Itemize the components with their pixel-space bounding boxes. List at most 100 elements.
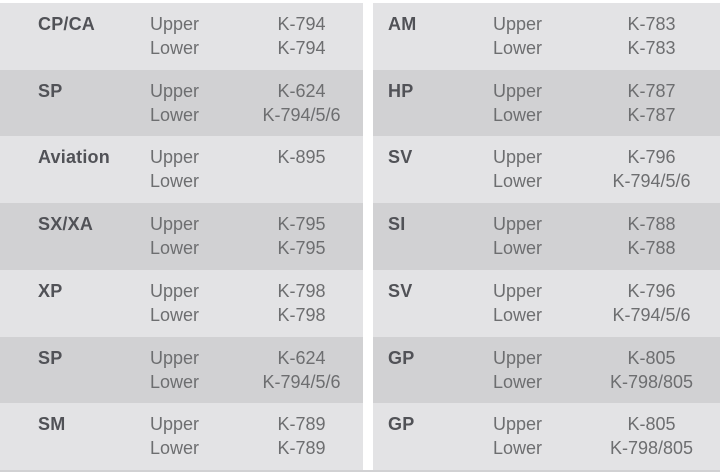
position-labels: Upper Lower (150, 12, 240, 60)
table-row: SP Upper Lower K-624 K-794/5/6 (0, 69, 363, 137)
code-values: K-624 K-794/5/6 (240, 346, 363, 394)
model-label: GP (388, 347, 415, 368)
position-labels: Upper Lower (150, 79, 240, 127)
position-labels: Upper Lower (493, 12, 583, 60)
upper-label: Upper (493, 347, 543, 368)
position-labels: Upper Lower (150, 145, 240, 193)
lower-label: Lower (150, 304, 200, 325)
lower-label: Lower (150, 238, 200, 259)
upper-label: Upper (493, 280, 543, 301)
position-labels: Upper Lower (493, 412, 583, 460)
table-row: SV Upper Lower K-796 K-794/5/6 (373, 269, 720, 337)
lower-code: K-798/805 (609, 371, 694, 392)
lower-code: K-794/5/6 (612, 171, 691, 192)
position-labels: Upper Lower (493, 279, 583, 327)
upper-label: Upper (493, 80, 543, 101)
table-row: XP Upper Lower K-798 K-798 (0, 269, 363, 337)
model-label: SM (38, 414, 66, 435)
code-values: K-798 K-798 (240, 279, 363, 327)
upper-label: Upper (150, 214, 200, 235)
table-row: SM Upper Lower K-789 K-789 (0, 403, 363, 471)
next-row-edge (0, 470, 720, 472)
model-label: SI (388, 214, 406, 235)
lower-label: Lower (150, 438, 200, 459)
lower-label: Lower (493, 38, 543, 58)
lower-code: K-789 (277, 438, 326, 459)
upper-label: Upper (493, 14, 543, 34)
upper-label: Upper (493, 147, 543, 168)
code-values: K-783 K-783 (583, 12, 720, 60)
position-labels: Upper Lower (493, 212, 583, 260)
model-label: SX/XA (38, 214, 94, 235)
upper-label: Upper (150, 80, 200, 101)
position-labels: Upper Lower (493, 79, 583, 127)
table-blocks: CP/CA Upper Lower K-794 K-794 SP Upper L… (0, 3, 720, 471)
lower-label: Lower (150, 38, 200, 58)
upper-code: K-794 (277, 14, 326, 34)
lower-label: Lower (493, 304, 543, 325)
lower-label: Lower (493, 104, 543, 125)
position-labels: Upper Lower (150, 279, 240, 327)
position-labels: Upper Lower (150, 346, 240, 394)
model-label: AM (388, 14, 417, 34)
table-row: SP Upper Lower K-624 K-794/5/6 (0, 336, 363, 404)
model-label: SV (388, 280, 413, 301)
lower-label: Lower (493, 171, 543, 192)
upper-code: K-805 (627, 347, 676, 368)
table-row: Aviation Upper Lower K-895 (0, 136, 363, 204)
table-row: GP Upper Lower K-805 K-798/805 (373, 336, 720, 404)
code-values: K-895 (240, 145, 363, 193)
model-label: CP/CA (38, 14, 96, 34)
lower-code: K-798 (277, 304, 326, 325)
upper-code: K-805 (627, 414, 676, 435)
position-labels: Upper Lower (493, 145, 583, 193)
lower-code: K-794/5/6 (262, 104, 341, 125)
code-values: K-805 K-798/805 (583, 346, 720, 394)
upper-label: Upper (150, 14, 200, 34)
upper-code: K-624 (277, 347, 326, 368)
code-values: K-796 K-794/5/6 (583, 145, 720, 193)
upper-label: Upper (493, 214, 543, 235)
code-values: K-796 K-794/5/6 (583, 279, 720, 327)
upper-code: K-796 (627, 280, 676, 301)
lower-code: K-788 (627, 238, 676, 259)
lower-code: K-794/5/6 (612, 304, 691, 325)
model-label: HP (388, 80, 414, 101)
lower-label: Lower (493, 238, 543, 259)
upper-code: K-788 (627, 214, 676, 235)
code-values: K-787 K-787 (583, 79, 720, 127)
model-label: Aviation (38, 147, 110, 168)
upper-code: K-895 (277, 147, 326, 168)
code-values: K-805 K-798/805 (583, 412, 720, 460)
table-row: GP Upper Lower K-805 K-798/805 (373, 403, 720, 471)
table-row: AM Upper Lower K-783 K-783 (373, 3, 720, 70)
lower-label: Lower (150, 371, 200, 392)
code-values: K-624 K-794/5/6 (240, 79, 363, 127)
model-label: GP (388, 414, 415, 435)
upper-code: K-787 (627, 80, 676, 101)
lower-label: Lower (150, 104, 200, 125)
upper-label: Upper (150, 147, 200, 168)
position-labels: Upper Lower (150, 412, 240, 460)
lower-code (240, 169, 363, 193)
model-label: SP (38, 347, 63, 368)
position-labels: Upper Lower (150, 212, 240, 260)
model-label: SV (388, 147, 413, 168)
upper-code: K-795 (277, 214, 326, 235)
upper-code: K-798 (277, 280, 326, 301)
table-row: SI Upper Lower K-788 K-788 (373, 203, 720, 270)
upper-code: K-789 (277, 414, 326, 435)
lower-code: K-798/805 (609, 438, 694, 459)
table-row: SV Upper Lower K-796 K-794/5/6 (373, 136, 720, 204)
table-row: SX/XA Upper Lower K-795 K-795 (0, 203, 363, 270)
table-row: HP Upper Lower K-787 K-787 (373, 69, 720, 137)
lower-code: K-787 (627, 104, 676, 125)
upper-label: Upper (493, 414, 543, 435)
lower-code: K-783 (627, 38, 676, 58)
lower-label: Lower (493, 438, 543, 459)
lower-label: Lower (150, 171, 200, 192)
upper-label: Upper (150, 414, 200, 435)
model-label: SP (38, 80, 63, 101)
upper-code: K-783 (627, 14, 676, 34)
